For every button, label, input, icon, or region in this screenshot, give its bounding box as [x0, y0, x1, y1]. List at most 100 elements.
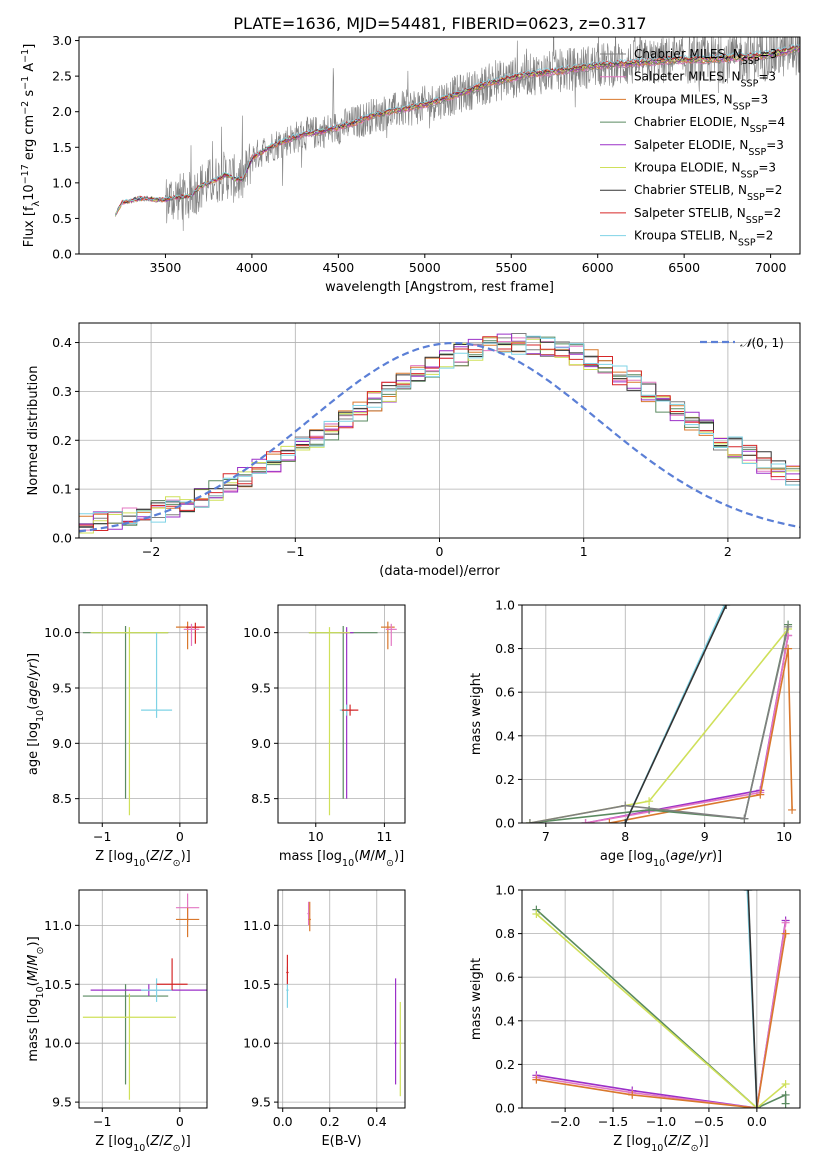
x-tick-label: 5500 — [495, 260, 527, 275]
y-tick-label: 0.5 — [52, 211, 72, 226]
plot-area — [278, 890, 405, 1108]
y-tick-label: 9.5 — [52, 1095, 72, 1110]
errorbar-point — [394, 978, 397, 1085]
x-tick-label: 10 — [776, 829, 792, 844]
errorbar-point — [141, 632, 173, 718]
residual-histogram — [79, 335, 800, 524]
axes-spectrum: 3500 4000 4500 5000 5500 6000 6500 7000 0.0 0.5 1.… — [20, 33, 801, 295]
axes-frame — [78, 889, 208, 1109]
x-tick-label: 0 — [176, 1114, 184, 1129]
y-axis-label: age [log10(age/yr)] — [26, 653, 46, 775]
weight-marker — [784, 622, 793, 631]
x-tick-label: 7000 — [755, 260, 787, 275]
errorbar-point — [156, 958, 188, 991]
errorbar-point — [82, 984, 169, 1085]
plot-area — [278, 605, 405, 823]
legend-label: 𝒩(0, 1) — [740, 336, 784, 350]
x-tick-label: 8 — [621, 829, 629, 844]
weight-marker — [628, 1090, 637, 1099]
weight-marker — [532, 1075, 541, 1084]
weight-line — [609, 648, 793, 823]
x-tick-label: 3500 — [150, 260, 182, 275]
errorbar-point — [183, 623, 200, 646]
weight-marker — [784, 644, 793, 653]
y-tick-label: 0.4 — [495, 728, 515, 743]
legend-label: Chabrier STELIB, NSSP=2 — [634, 183, 782, 203]
legend-label: Salpeter ELODIE, NSSP=3 — [634, 138, 784, 158]
weight-marker — [781, 929, 790, 938]
errorbar-point — [399, 1001, 402, 1097]
weight-marker — [752, 1104, 761, 1108]
errorbar-point — [90, 627, 169, 816]
x-tick-label: 6500 — [668, 260, 700, 275]
weight-line — [536, 933, 787, 1108]
weight-line — [536, 922, 787, 1108]
y-tick-label: 9.0 — [251, 736, 271, 751]
plot-content — [308, 621, 397, 816]
axes-age_vs_mass: 10 11 8.5 9.0 9.5 10.0 mass [log10(M/M⊙)] — [243, 604, 406, 869]
errorbar-point — [82, 993, 176, 1100]
x-tick-label: 5000 — [409, 260, 441, 275]
weight-marker — [756, 790, 765, 799]
x-axis-label: Z [log10(Z/Z⊙)] — [613, 1134, 708, 1154]
weight-series — [744, 890, 761, 1108]
errorbar-point — [308, 627, 351, 816]
axes-frame — [277, 889, 406, 1109]
axes-age_vs_Z: −1 0 8.5 9.0 9.5 10.0 Z [log10(Z/Z⊙)] age [log1… — [26, 604, 208, 869]
x-tick-label: 0 — [436, 544, 444, 559]
axes-frame — [521, 604, 801, 824]
weight-marker — [781, 1099, 790, 1108]
weight-marker — [621, 819, 630, 823]
errorbar-point — [308, 901, 311, 932]
x-tick-label: 7 — [542, 829, 550, 844]
weight-line — [529, 626, 789, 823]
plot-area — [79, 605, 207, 823]
errorbar-point — [141, 978, 173, 1002]
x-tick-label: 1 — [580, 544, 588, 559]
weight-marker — [743, 890, 752, 894]
weight-marker — [744, 890, 753, 894]
plot-content — [114, 37, 800, 231]
x-tick-label: −2 — [142, 544, 160, 559]
weight-marker — [781, 1080, 790, 1089]
errorbar-point — [385, 623, 397, 646]
errorbar-point — [286, 954, 289, 985]
weight-marker — [532, 909, 541, 918]
weight-marker — [722, 605, 731, 609]
y-tick-label: 0.0 — [52, 531, 72, 546]
y-tick-label: 1.0 — [495, 598, 515, 613]
y-axis-label: Normed distribution — [26, 366, 41, 496]
weight-marker — [740, 814, 749, 823]
x-tick-label: −2.0 — [550, 1114, 580, 1129]
errorbar-point — [175, 907, 200, 938]
y-tick-label: 1.5 — [52, 140, 72, 155]
x-tick-label: 6000 — [582, 260, 614, 275]
y-tick-label: 0.4 — [52, 335, 72, 350]
x-tick-label: 0.0 — [273, 1114, 293, 1129]
weight-marker — [605, 819, 614, 823]
weight-marker — [621, 801, 630, 810]
x-tick-label: −1.0 — [646, 1114, 676, 1129]
y-axis-label: mass weight — [469, 958, 484, 1040]
x-tick-label: 0.2 — [320, 1114, 340, 1129]
y-tick-label: 0.8 — [495, 926, 515, 941]
weight-series — [525, 622, 793, 823]
legend-label: Kroupa ELODIE, NSSP=3 — [634, 161, 776, 181]
axes-mass_vs_Z: −1 0 9.5 10.0 10.5 11.0 Z [log10(Z/Z⊙)] mass [l… — [26, 889, 208, 1154]
axes-frame — [78, 604, 208, 824]
gaussian-curve — [79, 342, 800, 533]
weight-line — [747, 890, 758, 1108]
plot-content — [82, 893, 207, 1100]
y-axis-label: Flux [fλ10−17 erg cm−2 s−1 A−1] — [20, 44, 42, 248]
y-tick-label: 0.3 — [52, 384, 72, 399]
x-tick-label: 0 — [176, 829, 184, 844]
weight-series — [621, 605, 731, 823]
legend-label: Salpeter MILES, NSSP=3 — [634, 70, 776, 90]
figure-title: PLATE=1636, MJD=54481, FIBERID=0623, z=0… — [233, 14, 646, 33]
y-tick-label: 8.5 — [52, 791, 72, 806]
plot-content — [525, 605, 797, 823]
x-tick-label: 4000 — [236, 260, 268, 275]
weight-marker — [781, 918, 790, 927]
axes-frame — [78, 36, 801, 255]
y-tick-label: 3.0 — [52, 33, 72, 48]
